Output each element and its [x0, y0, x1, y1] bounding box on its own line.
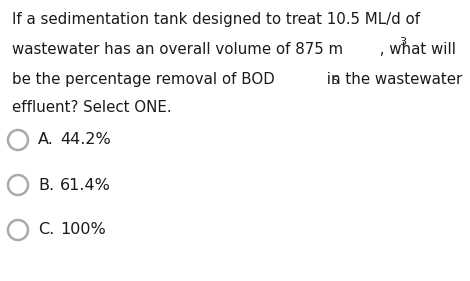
- Text: wastewater has an overall volume of 875 m: wastewater has an overall volume of 875 …: [12, 42, 343, 57]
- Text: 3: 3: [399, 37, 406, 47]
- Text: 5: 5: [331, 76, 338, 86]
- Text: C.: C.: [38, 223, 54, 237]
- Text: be the percentage removal of BOD: be the percentage removal of BOD: [12, 72, 275, 87]
- Text: in the wastewater: in the wastewater: [322, 72, 462, 87]
- Text: effluent? Select ONE.: effluent? Select ONE.: [12, 100, 172, 115]
- Text: 61.4%: 61.4%: [60, 178, 111, 192]
- Text: If a sedimentation tank designed to treat 10.5 ML/d of: If a sedimentation tank designed to trea…: [12, 12, 420, 27]
- Text: 3: 3: [399, 37, 406, 47]
- Text: , what will: , what will: [375, 42, 456, 57]
- Text: 44.2%: 44.2%: [60, 133, 111, 148]
- Text: A.: A.: [38, 133, 54, 148]
- Text: 5: 5: [331, 76, 338, 86]
- Text: B.: B.: [38, 178, 54, 192]
- Text: 100%: 100%: [60, 223, 106, 237]
